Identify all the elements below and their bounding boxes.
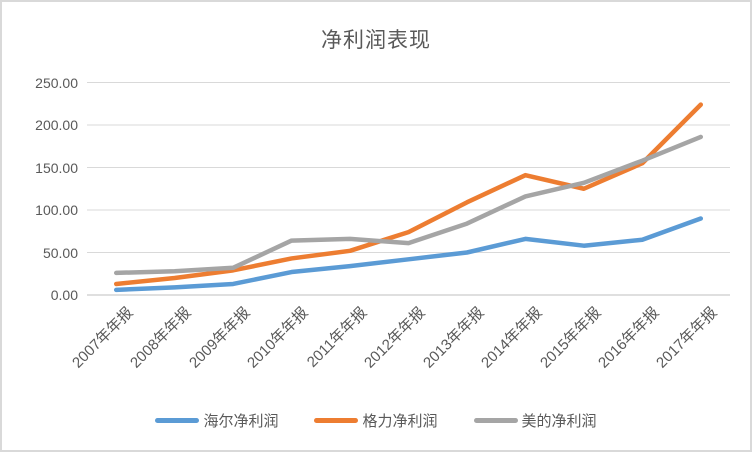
series-line-2: [113, 134, 704, 276]
legend-label: 格力净利润: [362, 413, 438, 430]
y-tick-label: 150.00: [35, 159, 78, 176]
legend-label: 美的净利润: [521, 413, 597, 430]
y-tick-label: 250.00: [35, 74, 78, 91]
y-tick-label: 100.00: [35, 202, 78, 218]
chart-legend: 海尔净利润 格力净利润 美的净利润: [2, 410, 750, 431]
legend-item-0: 海尔净利润: [155, 410, 278, 431]
chart-title: 净利润表现: [321, 29, 431, 52]
legend-item-2: 美的净利润: [473, 410, 597, 431]
y-tick-label: 0.00: [50, 287, 78, 303]
y-tick-label: 200.00: [35, 117, 78, 133]
series-line-1: [113, 102, 704, 287]
legend-marker-icon: [314, 418, 359, 423]
legend-marker-icon: [155, 418, 200, 423]
legend-item-1: 格力净利润: [314, 410, 438, 431]
y-tick-label: 50.00: [42, 244, 78, 261]
legend-label: 海尔净利润: [203, 413, 279, 430]
series-line-0: [113, 216, 704, 293]
legend-marker-icon: [473, 418, 518, 423]
